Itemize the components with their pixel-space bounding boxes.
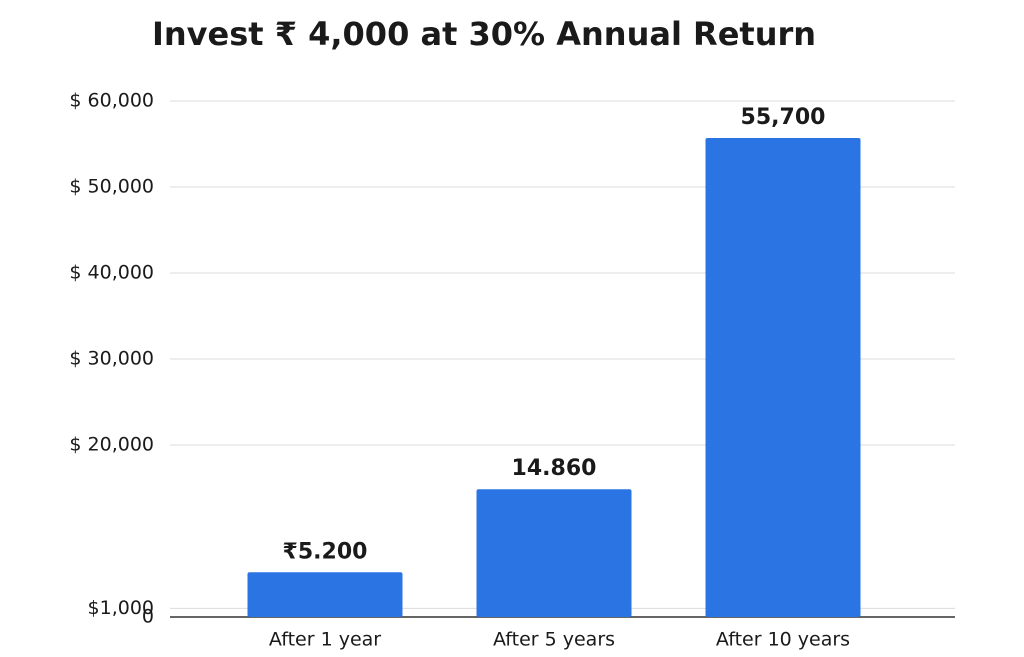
x-tick-label: After 10 years (716, 629, 850, 651)
x-tick-label: After 1 year (269, 629, 381, 651)
y-tick-label: $ 20,000 (69, 434, 154, 456)
y-tick-label: $ 50,000 (69, 176, 154, 198)
chart-title: Invest ₹ 4,000 at 30% Annual Return (152, 15, 816, 53)
y-tick-label: $ 30,000 (69, 348, 154, 370)
x-tick-label: After 5 years (493, 629, 615, 651)
value-label: 14.860 (512, 456, 597, 481)
y-tick-label: $ 40,000 (69, 262, 154, 284)
value-label: ₹5.200 (283, 539, 368, 564)
y-tick-label: $ 60,000 (69, 90, 154, 112)
bar (476, 489, 632, 617)
bar (247, 572, 403, 617)
y-tick-label: $1,000 (88, 597, 154, 619)
y-tick-label: 0 (142, 606, 154, 628)
value-label: 55,700 (741, 105, 826, 130)
bar (705, 137, 861, 618)
